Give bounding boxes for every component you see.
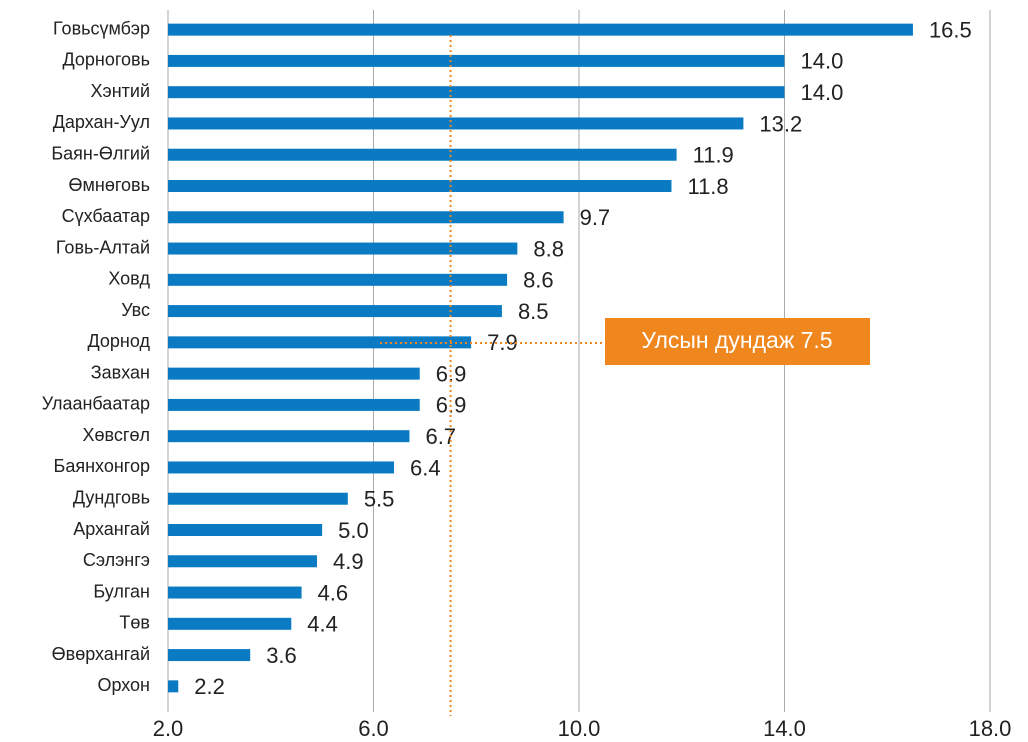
- x-tick-label: 2.0: [153, 716, 184, 741]
- bar: [168, 555, 317, 568]
- y-tick-label: Дархан-Уул: [53, 112, 150, 132]
- data-label: 13.2: [759, 111, 802, 136]
- y-tick-label: Улаанбаатар: [42, 394, 150, 414]
- y-tick-label: Өмнөговь: [69, 175, 150, 195]
- bar: [168, 23, 913, 36]
- y-tick-label: Сэлэнгэ: [83, 550, 150, 570]
- bar: [168, 242, 518, 255]
- x-tick-label: 14.0: [763, 716, 806, 741]
- data-label: 14.0: [801, 49, 844, 74]
- data-label: 4.4: [307, 612, 338, 637]
- y-tick-label: Завхан: [91, 362, 150, 382]
- y-tick-label: Булган: [93, 581, 150, 601]
- x-tick-label: 10.0: [558, 716, 601, 741]
- bar: [168, 148, 677, 161]
- y-tick-label: Төв: [119, 613, 150, 633]
- bar: [168, 336, 472, 349]
- data-label: 14.0: [801, 80, 844, 105]
- bar: [168, 586, 302, 599]
- bar: [168, 86, 785, 99]
- x-tick-label: 6.0: [358, 716, 389, 741]
- data-label: 6.4: [410, 455, 441, 480]
- data-label: 3.6: [266, 643, 297, 668]
- annotation-box: [605, 318, 870, 365]
- y-tick-label: Сүхбаатар: [62, 206, 150, 226]
- y-tick-label: Говь-Алтай: [56, 237, 150, 257]
- data-label: 2.2: [194, 674, 225, 699]
- data-label: 4.9: [333, 549, 364, 574]
- bar: [168, 680, 179, 693]
- y-tick-label: Хөвсгөл: [83, 425, 150, 445]
- data-label: 5.5: [364, 487, 395, 512]
- y-tick-label: Орхон: [97, 675, 150, 695]
- data-label: 8.5: [518, 299, 549, 324]
- y-tick-label: Увс: [121, 300, 150, 320]
- data-label: 11.9: [693, 143, 734, 168]
- bar: [168, 54, 785, 67]
- y-tick-label: Ховд: [108, 269, 150, 289]
- y-tick-label: Дорноговь: [63, 50, 151, 70]
- y-tick-label: Говьсүмбэр: [53, 18, 150, 38]
- bar: [168, 305, 502, 318]
- bar: [168, 398, 420, 411]
- bar: [168, 524, 323, 536]
- data-label: 7.9: [487, 330, 518, 355]
- bar: [168, 430, 410, 443]
- data-label: 16.5: [929, 17, 972, 42]
- y-tick-label: Өвөрхангай: [52, 644, 150, 664]
- bar: [168, 617, 292, 630]
- y-tick-label: Баянхонгор: [54, 456, 150, 476]
- bar: [168, 211, 564, 224]
- y-tick-label: Архангай: [73, 519, 150, 539]
- data-label: 5.0: [338, 518, 369, 543]
- y-tick-label: Дундговь: [73, 487, 150, 507]
- bar: [168, 461, 395, 474]
- y-tick-label: Баян-Өлгий: [51, 143, 150, 163]
- bar: [168, 649, 251, 662]
- data-label: 4.6: [318, 580, 349, 605]
- y-tick-label: Хэнтий: [91, 81, 150, 101]
- bar: [168, 117, 744, 130]
- data-label: 8.8: [533, 236, 564, 261]
- data-label: 11.8: [687, 174, 728, 199]
- bar: [168, 367, 420, 380]
- data-label: 8.6: [523, 268, 554, 293]
- y-tick-label: Дорнод: [88, 331, 151, 351]
- data-label: 9.7: [580, 205, 611, 230]
- bar: [168, 492, 348, 505]
- bar: [168, 273, 508, 286]
- x-tick-label: 18.0: [969, 716, 1012, 741]
- bar: [168, 180, 672, 192]
- annotation: Улсын дундаж 7.5: [641, 327, 832, 353]
